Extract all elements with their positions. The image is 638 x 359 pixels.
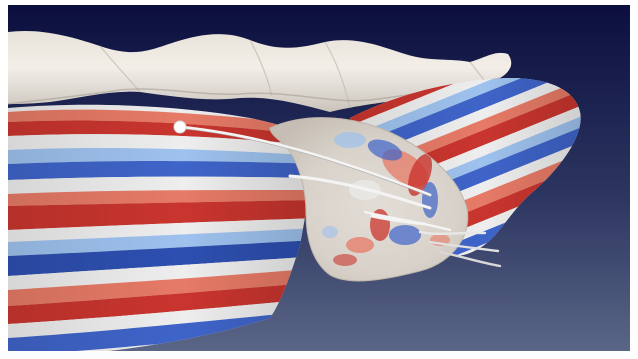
left-striped-tube [8,104,317,351]
streamline-probes [178,125,502,268]
cross-section-disk [269,117,469,282]
probe-marker[interactable] [173,120,187,134]
